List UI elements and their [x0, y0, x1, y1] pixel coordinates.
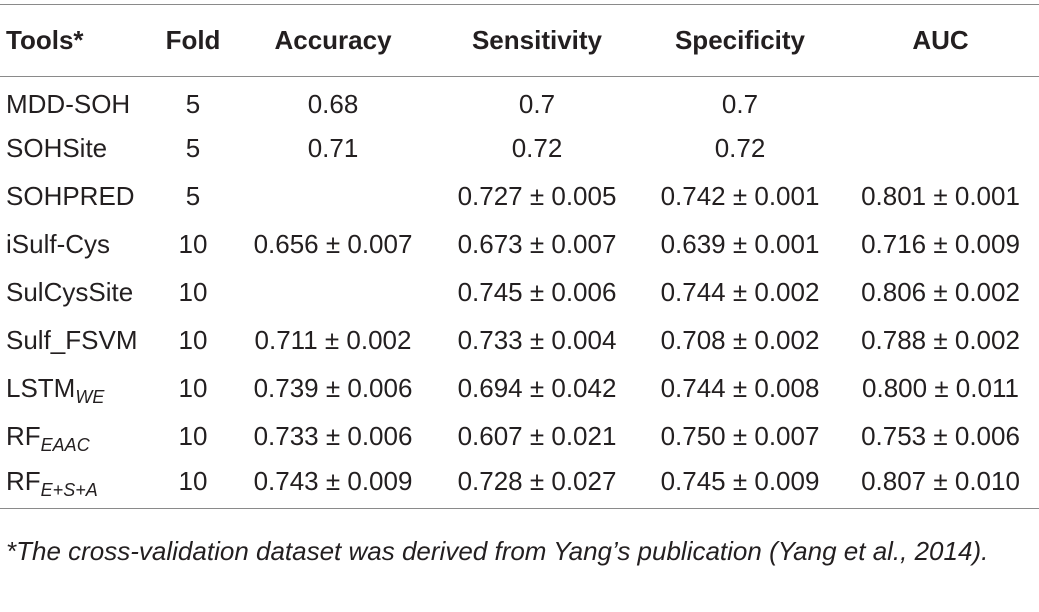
- cell-fold: 10: [178, 277, 208, 307]
- table-row: Sulf_FSVM 10 0.711 ± 0.002 0.733 ± 0.004 0.7…: [0, 317, 1039, 365]
- cell-sensitivity: 0.7: [518, 89, 556, 120]
- cell-auc: 0.806 ± 0.002: [861, 277, 1020, 307]
- tool-subscript: E+S+A: [40, 479, 98, 500]
- header-tools: Tools*: [0, 4, 156, 77]
- cell-accuracy: 0.743 ± 0.009: [230, 460, 436, 509]
- cell-specificity: 0.745 ± 0.009: [638, 460, 842, 509]
- table-row: RFE+S+A 10 0.743 ± 0.009 0.728 ± 0.027 0.745…: [0, 460, 1039, 509]
- cell-fold: 5: [185, 181, 201, 211]
- header-auc: AUC: [842, 4, 1039, 77]
- cell-tool: SulCysSite: [0, 269, 156, 317]
- cell-tool: MDD-SOH: [0, 77, 156, 125]
- tool-name: SulCysSite: [6, 277, 134, 307]
- table-row: iSulf-Cys 10 0.656 ± 0.007 0.673 ± 0.007 0.6…: [0, 221, 1039, 269]
- footnote-close: ).: [972, 536, 989, 566]
- cell-tool: SOHSite: [0, 125, 156, 173]
- cell-auc: 0.807 ± 0.010: [842, 460, 1039, 509]
- cell-specificity: 0.7: [721, 89, 759, 120]
- cell-fold: 10: [178, 325, 208, 355]
- tool-name: Sulf_FSVM: [6, 325, 138, 355]
- header-accuracy: Accuracy: [230, 4, 436, 77]
- cell-specificity: 0.750 ± 0.007: [660, 421, 820, 451]
- tool-subscript: EAAC: [40, 435, 90, 455]
- tool-name: RF: [6, 465, 41, 496]
- cell-fold: 5: [185, 133, 201, 163]
- cell-tool: SOHPRED: [0, 173, 156, 221]
- table-row: MDD-SOH 5 0.68 0.7 0.7: [0, 77, 1039, 125]
- cell-auc: 0.788 ± 0.002: [861, 325, 1020, 355]
- cell-tool: RFE+S+A: [0, 460, 156, 509]
- table-row: LSTMWE 10 0.739 ± 0.006 0.694 ± 0.042 0.744 …: [0, 365, 1039, 413]
- tool-name: MDD-SOH: [6, 89, 131, 120]
- cell-tool: iSulf-Cys: [0, 221, 156, 269]
- cell-accuracy: 0.739 ± 0.006: [253, 373, 413, 403]
- tool-name: SOHPRED: [6, 181, 135, 211]
- results-table: Tools* Fold Accuracy Sensitivity Specifi…: [0, 4, 1039, 509]
- cell-accuracy: [230, 269, 436, 317]
- cell-tool: RFEAAC: [0, 413, 156, 461]
- footnote-text: *The cross-validation dataset was derive…: [6, 536, 762, 566]
- cell-auc: [842, 125, 1039, 173]
- cell-specificity: 0.742 ± 0.001: [660, 181, 820, 211]
- cell-specificity: 0.72: [714, 133, 766, 163]
- cell-auc: 0.716 ± 0.009: [861, 229, 1020, 259]
- table-row: SOHSite 5 0.71 0.72 0.72: [0, 125, 1039, 173]
- tool-subscript: WE: [75, 387, 105, 407]
- cell-sensitivity: 0.72: [511, 133, 563, 163]
- cell-specificity: 0.744 ± 0.008: [660, 373, 820, 403]
- cell-fold: 10: [178, 421, 208, 451]
- table-row: SulCysSite 10 0.745 ± 0.006 0.744 ± 0.002 0.…: [0, 269, 1039, 317]
- cell-sensitivity: 0.727 ± 0.005: [457, 181, 617, 211]
- header-sensitivity: Sensitivity: [436, 4, 638, 77]
- table-row: SOHPRED 5 0.727 ± 0.005 0.742 ± 0.001 0.801 …: [0, 173, 1039, 221]
- header-fold: Fold: [156, 4, 230, 77]
- tool-name: SOHSite: [6, 133, 108, 163]
- cell-sensitivity: 0.733 ± 0.004: [457, 325, 617, 355]
- cell-auc: 0.801 ± 0.001: [861, 181, 1020, 211]
- cell-tool: LSTMWE: [0, 365, 156, 413]
- cell-specificity: 0.708 ± 0.002: [660, 325, 820, 355]
- cell-auc: 0.753 ± 0.006: [861, 421, 1020, 451]
- cell-sensitivity: 0.728 ± 0.027: [436, 460, 638, 509]
- cell-sensitivity: 0.745 ± 0.006: [457, 277, 617, 307]
- footnote-citation-link[interactable]: Yang et al., 2014: [777, 536, 973, 566]
- tool-name: iSulf-Cys: [6, 229, 111, 259]
- cell-accuracy: [230, 173, 436, 221]
- cell-fold: 5: [185, 89, 201, 120]
- cell-sensitivity: 0.607 ± 0.021: [457, 421, 617, 451]
- cell-accuracy: 0.71: [307, 133, 359, 163]
- header-row: Tools* Fold Accuracy Sensitivity Specifi…: [0, 4, 1039, 77]
- header-specificity: Specificity: [638, 4, 842, 77]
- cell-fold: 10: [178, 373, 208, 403]
- cell-sensitivity: 0.673 ± 0.007: [457, 229, 617, 259]
- table-row: RFEAAC 10 0.733 ± 0.006 0.607 ± 0.021 0.750 …: [0, 413, 1039, 461]
- cell-auc: [842, 77, 1039, 125]
- footnote-open-paren: (: [769, 536, 778, 566]
- cell-tool: Sulf_FSVM: [0, 317, 156, 365]
- tool-name: RF: [6, 421, 41, 451]
- tool-name: LSTM: [6, 373, 76, 403]
- cell-fold: 10: [156, 460, 230, 509]
- cell-fold: 10: [178, 229, 208, 259]
- cell-accuracy: 0.68: [307, 89, 359, 120]
- cell-specificity: 0.639 ± 0.001: [660, 229, 820, 259]
- cell-accuracy: 0.656 ± 0.007: [253, 229, 413, 259]
- cell-accuracy: 0.711 ± 0.002: [254, 325, 412, 355]
- cell-specificity: 0.744 ± 0.002: [660, 277, 820, 307]
- table-footnote: *The cross-validation dataset was derive…: [6, 532, 1032, 570]
- cell-sensitivity: 0.694 ± 0.042: [457, 373, 617, 403]
- cell-accuracy: 0.733 ± 0.006: [253, 421, 413, 451]
- cell-auc: 0.800 ± 0.011: [862, 373, 1019, 403]
